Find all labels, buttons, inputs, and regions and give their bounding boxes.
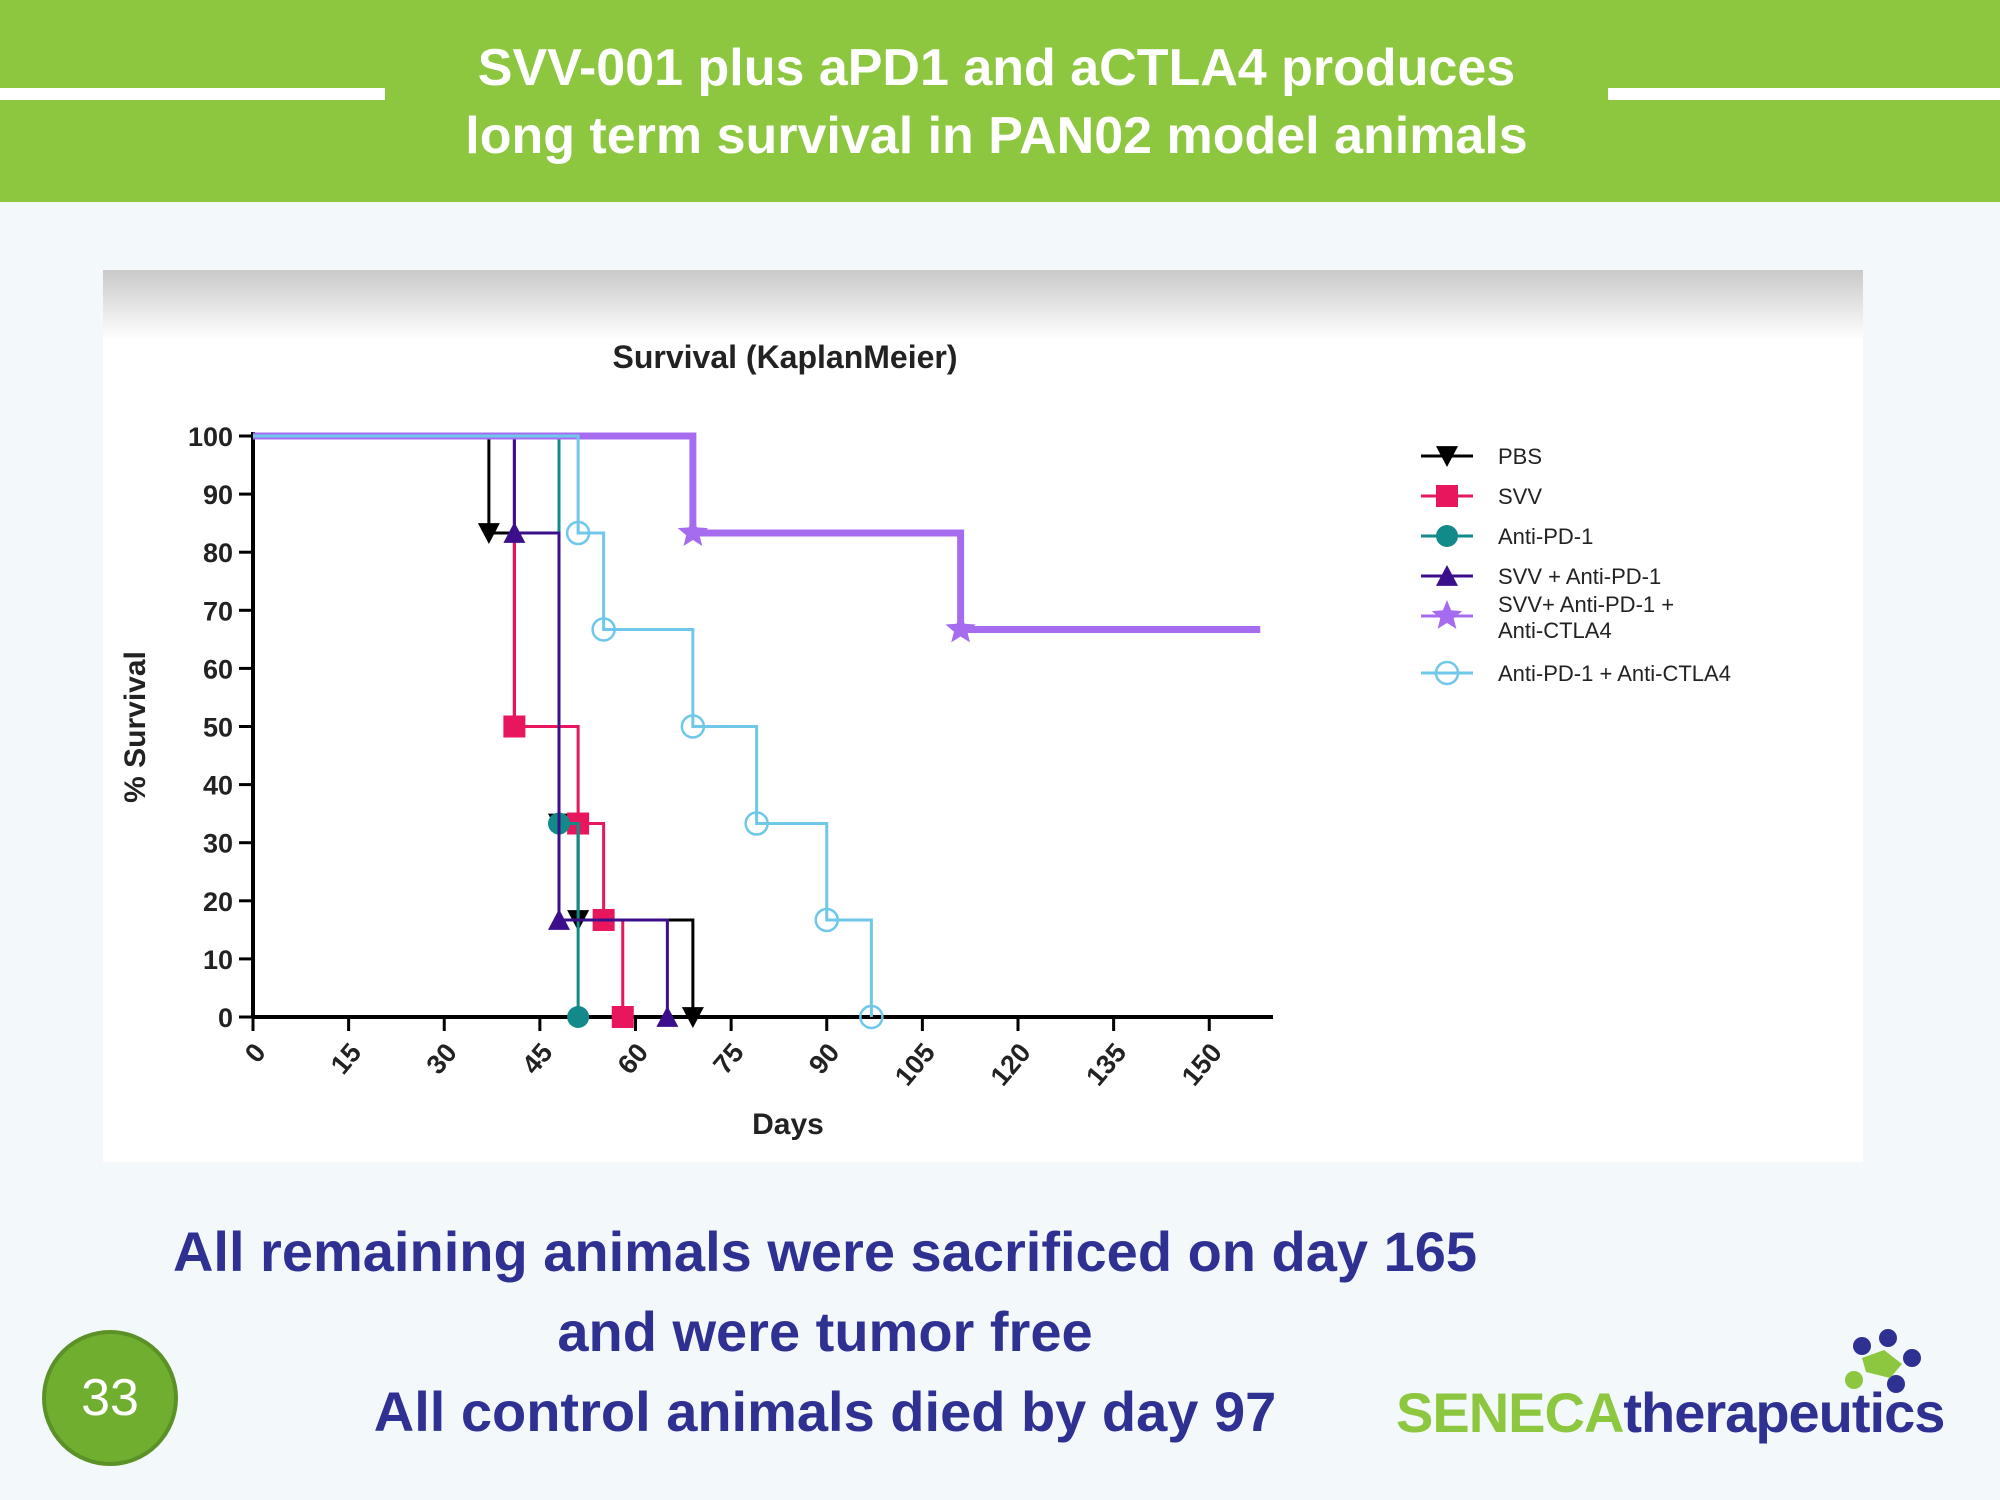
series-1-point-1 — [503, 715, 526, 738]
chart-panel-shade — [103, 270, 1863, 340]
series-1-point-4 — [611, 1006, 634, 1028]
logo-seneca: SENECA — [1396, 1381, 1624, 1444]
x-tick-label-150: 150 — [1176, 1038, 1228, 1092]
series-line-0 — [253, 434, 695, 1017]
series-3-point-2 — [548, 908, 570, 930]
y-tick-label-10: 10 — [203, 945, 233, 975]
legend-label-4-0: SVV+ Anti-PD-1 + — [1498, 592, 1674, 617]
legend-marker-1 — [1436, 485, 1458, 507]
x-axis-label: Days — [752, 1108, 824, 1141]
legend-label-5-0: Anti-PD-1 + Anti-CTLA4 — [1498, 661, 1731, 686]
series-3-point-1 — [503, 522, 526, 543]
series-5-point-4 — [744, 811, 769, 836]
y-tick-label-80: 80 — [203, 538, 233, 568]
y-tick-label-30: 30 — [203, 829, 233, 859]
series-5-point-2 — [591, 617, 616, 642]
page-number-badge: 33 — [42, 1330, 178, 1466]
seneca-logo-icon — [1845, 1329, 1921, 1393]
x-tick-label-60: 60 — [612, 1038, 654, 1080]
series-3-point-3 — [656, 1006, 679, 1027]
company-logo: SENECAtherapeutics — [1396, 1380, 1945, 1445]
slide-title-line-1: SVV-001 plus aPD1 and aCTLA4 produces — [477, 39, 1516, 97]
chart-panel — [103, 270, 1863, 1162]
legend-label-1-0: SVV — [1498, 484, 1542, 509]
chart-title: Survival (KaplanMeier) — [613, 339, 958, 375]
slide-title-line-2: long term survival in PAN02 model animal… — [465, 107, 1528, 165]
series-5-point-5 — [814, 907, 839, 933]
y-tick-label-70: 70 — [203, 596, 233, 626]
series-line-5 — [253, 434, 873, 1017]
x-tick-label-135: 135 — [1080, 1038, 1132, 1092]
y-tick-label-90: 90 — [203, 480, 233, 510]
series-5-point-3 — [680, 714, 706, 739]
slide-title: SVV-001 plus aPD1 and aCTLA4 produces lo… — [385, 34, 1608, 170]
legend-label-4-1: Anti-CTLA4 — [1498, 618, 1612, 643]
x-tick-label-45: 45 — [516, 1038, 558, 1080]
caption-line-3: All control animals died by day 97 — [373, 1380, 1277, 1443]
y-tick-label-40: 40 — [203, 771, 233, 801]
legend-label-2-0: Anti-PD-1 — [1498, 524, 1593, 549]
series-4-point-2 — [945, 613, 976, 643]
logo-therapeutics: therapeutics — [1623, 1381, 1945, 1444]
x-tick-label-15: 15 — [325, 1038, 367, 1080]
legend-marker-3 — [1436, 565, 1458, 586]
legend-label-3-0: SVV + Anti-PD-1 — [1498, 564, 1661, 589]
caption-line-1: All remaining animals were sacrificed on… — [172, 1220, 1478, 1283]
x-tick-label-75: 75 — [707, 1038, 749, 1080]
y-axis-label: % Survival — [119, 651, 152, 803]
y-tick-label-20: 20 — [203, 887, 233, 917]
series-0-point-1 — [477, 523, 500, 545]
x-tick-label-0: 0 — [239, 1038, 272, 1069]
header-rule-left — [0, 88, 385, 100]
series-4-point-1 — [677, 517, 709, 546]
x-tick-label-105: 105 — [889, 1038, 941, 1092]
series-line-4 — [253, 432, 1261, 633]
series-0-point-5 — [681, 1007, 704, 1028]
legend-marker-5 — [1434, 660, 1460, 686]
header-band — [0, 0, 2000, 202]
legend-label-0-0: PBS — [1498, 444, 1542, 469]
x-tick-label-120: 120 — [985, 1038, 1037, 1092]
legend-marker-0 — [1436, 446, 1458, 467]
series-5-point-6 — [859, 1004, 884, 1030]
series-2-point-2 — [567, 1006, 590, 1028]
legend-marker-2 — [1436, 525, 1458, 547]
series-5-point-1 — [565, 520, 591, 546]
y-tick-label-60: 60 — [203, 654, 233, 684]
header-rule-right — [1608, 88, 2000, 100]
y-tick-label-50: 50 — [203, 713, 233, 743]
legend-marker-4 — [1431, 600, 1463, 629]
y-tick-label-100: 100 — [188, 422, 233, 452]
y-tick-label-0: 0 — [218, 1003, 233, 1033]
x-tick-label-90: 90 — [803, 1038, 845, 1080]
caption-line-2: and were tumor free — [557, 1300, 1093, 1363]
x-tick-label-30: 30 — [421, 1038, 463, 1080]
